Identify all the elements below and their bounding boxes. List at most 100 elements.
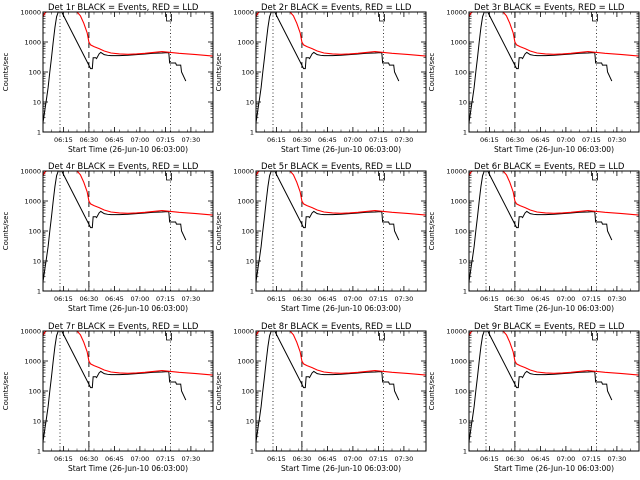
- x-tick-label: 06:15: [267, 136, 286, 144]
- y-tick-label: 100: [455, 228, 467, 236]
- series-events-line: [469, 331, 613, 443]
- y-tick-label: 10: [33, 99, 41, 107]
- x-tick-label: 06:15: [54, 455, 73, 463]
- marker-box: [592, 333, 598, 341]
- x-tick-label: 06:15: [267, 295, 286, 303]
- marker-box: [166, 14, 172, 22]
- x-tick-label: 07:00: [557, 295, 576, 303]
- y-tick-label: 1000: [450, 358, 467, 366]
- x-tick-label: 07:00: [557, 136, 576, 144]
- series-events-line: [469, 171, 613, 283]
- x-tick-label: 07:15: [156, 295, 175, 303]
- y-tick-label: 1: [37, 288, 41, 296]
- x-tick-label: 07:00: [344, 455, 363, 463]
- axes-frame: [468, 330, 640, 452]
- y-tick-label: 100: [29, 388, 41, 396]
- x-tick-label: 07:30: [182, 455, 201, 463]
- plot-area: [256, 171, 426, 283]
- series-lld-line: [43, 12, 213, 57]
- axes-frame: [42, 11, 214, 133]
- x-axis-label: Start Time (26-Jun-10 06:03:00): [494, 304, 614, 313]
- panel-title: Det 7r BLACK = Events, RED = LLD: [48, 322, 199, 332]
- marker-box: [379, 333, 385, 341]
- x-tick-label: 07:00: [131, 136, 150, 144]
- y-tick-label: 10000: [20, 168, 41, 176]
- marker-box: [166, 333, 172, 341]
- plot-area: [256, 12, 426, 124]
- x-tick-label: 07:15: [369, 136, 388, 144]
- x-tick-label: 07:15: [582, 455, 601, 463]
- y-tick-label: 1: [37, 129, 41, 137]
- x-axis-label: Start Time (26-Jun-10 06:03:00): [494, 464, 614, 473]
- x-tick-label: 07:30: [182, 295, 201, 303]
- y-tick-label: 100: [29, 228, 41, 236]
- x-tick-label: 06:45: [318, 295, 337, 303]
- plot-area: [469, 171, 639, 283]
- y-tick-label: 1000: [24, 358, 41, 366]
- axes-frame: [468, 11, 640, 133]
- series-lld-line: [256, 171, 426, 216]
- plot-area: [43, 12, 213, 124]
- y-axis-label: Counts/sec: [215, 53, 223, 92]
- x-axis-label: Start Time (26-Jun-10 06:03:00): [68, 464, 188, 473]
- series-lld-line: [43, 171, 213, 216]
- marker-box: [166, 173, 172, 181]
- y-axis-label: Counts/sec: [428, 212, 436, 251]
- x-tick-label: 06:30: [293, 455, 312, 463]
- axes-frame: [42, 170, 214, 292]
- y-tick-label: 1000: [237, 198, 254, 206]
- y-tick-label: 10: [459, 418, 467, 426]
- y-tick-label: 100: [455, 69, 467, 77]
- y-tick-label: 100: [242, 69, 254, 77]
- x-axis-label: Start Time (26-Jun-10 06:03:00): [281, 304, 401, 313]
- y-tick-label: 10000: [446, 328, 467, 336]
- marker-box: [379, 14, 385, 22]
- series-events-line: [43, 331, 187, 443]
- y-axis-label: Counts/sec: [2, 212, 10, 251]
- y-axis-label: Counts/sec: [2, 372, 10, 411]
- y-axis-label: Counts/sec: [215, 212, 223, 251]
- x-tick-label: 06:45: [105, 136, 124, 144]
- y-tick-label: 100: [242, 228, 254, 236]
- panel-title: Det 5r BLACK = Events, RED = LLD: [261, 162, 412, 172]
- detector-panel-9: Det 9r BLACK = Events, RED = LLD Counts/s…: [428, 322, 640, 473]
- axes-frame: [42, 330, 214, 452]
- axes-frame: [468, 170, 640, 292]
- plot-area: [256, 331, 426, 443]
- x-tick-label: 06:30: [506, 455, 525, 463]
- x-tick-label: 07:30: [608, 136, 627, 144]
- y-tick-label: 10: [33, 258, 41, 266]
- detector-panel-7: Det 7r BLACK = Events, RED = LLD Counts/s…: [2, 322, 214, 473]
- x-axis-label: Start Time (26-Jun-10 06:03:00): [281, 464, 401, 473]
- detector-panel-4: Det 4r BLACK = Events, RED = LLD Counts/s…: [2, 162, 214, 313]
- y-tick-label: 1: [463, 288, 467, 296]
- marker-box: [592, 14, 598, 22]
- x-tick-label: 07:00: [131, 295, 150, 303]
- y-tick-label: 10000: [446, 9, 467, 17]
- y-tick-label: 10: [246, 258, 254, 266]
- series-lld-line: [469, 12, 639, 57]
- x-tick-label: 06:30: [506, 295, 525, 303]
- y-tick-label: 100: [455, 388, 467, 396]
- y-tick-label: 10: [459, 99, 467, 107]
- x-tick-label: 07:30: [608, 295, 627, 303]
- series-lld-line: [256, 12, 426, 57]
- axes-frame: [255, 11, 427, 133]
- series-events-line: [469, 12, 613, 124]
- series-lld-line: [469, 331, 639, 376]
- panel-title: Det 4r BLACK = Events, RED = LLD: [48, 162, 199, 172]
- series-lld-line: [43, 331, 213, 376]
- y-tick-label: 1000: [24, 198, 41, 206]
- y-tick-label: 10000: [233, 328, 254, 336]
- y-tick-label: 1: [250, 129, 254, 137]
- y-tick-label: 10000: [233, 168, 254, 176]
- x-tick-label: 07:30: [182, 136, 201, 144]
- x-tick-label: 07:00: [344, 136, 363, 144]
- series-lld-line: [256, 331, 426, 376]
- series-events-line: [256, 12, 400, 124]
- plot-area: [469, 12, 639, 124]
- y-tick-label: 100: [242, 388, 254, 396]
- detector-panel-2: Det 2r BLACK = Events, RED = LLD Counts/s…: [215, 3, 427, 154]
- x-tick-label: 07:30: [395, 295, 414, 303]
- x-tick-label: 06:45: [105, 455, 124, 463]
